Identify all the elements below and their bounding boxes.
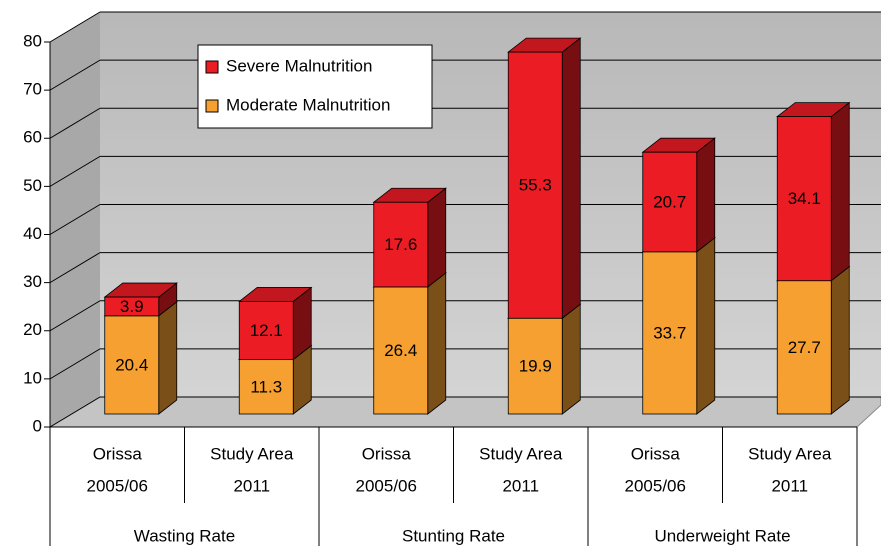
x-tick-label: Study Area [748, 444, 832, 463]
x-tick-label: 2005/06 [625, 476, 686, 495]
bar-side [830, 101, 850, 282]
data-label: 11.3 [250, 377, 282, 396]
data-label: 20.4 [115, 355, 148, 374]
grid-line [49, 396, 101, 428]
bar [373, 201, 429, 288]
bar-side [696, 137, 716, 253]
bar [104, 315, 160, 415]
group-label: Underweight Rate [654, 526, 790, 545]
bar-side [830, 265, 850, 415]
data-label: 12.1 [250, 321, 283, 340]
y-tick-label: 30 [23, 272, 42, 291]
bar-side [158, 301, 178, 415]
legend-label: Severe Malnutrition [226, 56, 372, 75]
y-tick-label: 40 [23, 224, 42, 243]
legend-box [197, 44, 433, 129]
grid-line [49, 252, 101, 284]
y-tick-label: 70 [23, 80, 42, 99]
x-tick-label: Orissa [631, 444, 681, 463]
data-label: 34.1 [788, 189, 821, 208]
data-label: 3.9 [120, 297, 144, 316]
group-label: Wasting Rate [134, 526, 235, 545]
legend-label: Moderate Malnutrition [226, 95, 390, 114]
grid-line [49, 11, 101, 43]
x-tick-label: Study Area [210, 444, 294, 463]
bar [642, 151, 698, 253]
grid-line [49, 59, 101, 91]
x-tick-label: Orissa [362, 444, 412, 463]
y-tick-label: 80 [23, 31, 42, 50]
x-tick-label: 2011 [502, 476, 539, 495]
bar [104, 296, 160, 317]
grid-line [49, 204, 101, 235]
bar [507, 51, 563, 319]
bar-side [561, 303, 581, 415]
bar [238, 359, 294, 415]
grid-line [49, 348, 101, 380]
y-tick-label: 50 [23, 176, 42, 195]
bar [776, 116, 832, 282]
bar [238, 300, 294, 361]
bar-side [696, 237, 716, 415]
grid-line [49, 107, 101, 139]
x-tick-label: 2005/06 [356, 476, 417, 495]
x-tick-label: 2011 [233, 476, 270, 495]
bar [507, 317, 563, 415]
group-label: Stunting Rate [402, 526, 505, 545]
y-tick-label: 0 [33, 416, 42, 435]
data-label: 27.7 [788, 338, 821, 357]
x-tick-label: Study Area [479, 444, 563, 463]
y-tick-label: 20 [23, 320, 42, 339]
data-label: 55.3 [519, 176, 552, 195]
data-label: 19.9 [519, 357, 552, 376]
data-label: 17.6 [384, 235, 417, 254]
x-tick-label: Orissa [93, 444, 143, 463]
legend-swatch [205, 99, 219, 113]
bar [776, 280, 832, 415]
bar-side [427, 187, 447, 288]
data-label: 20.7 [653, 192, 686, 211]
x-tick-label: 2011 [771, 476, 808, 495]
bar-side [561, 37, 581, 320]
grid-line [49, 155, 101, 187]
bar [642, 251, 698, 415]
data-label: 33.7 [653, 323, 686, 342]
bar [373, 286, 429, 415]
data-label: 26.4 [384, 341, 417, 360]
y-tick-label: 10 [23, 368, 42, 387]
y-tick-label: 60 [23, 128, 42, 147]
x-tick-label: 2005/06 [87, 476, 148, 495]
legend-swatch [205, 60, 219, 74]
bar-side [427, 272, 447, 415]
grid-line [49, 300, 101, 332]
